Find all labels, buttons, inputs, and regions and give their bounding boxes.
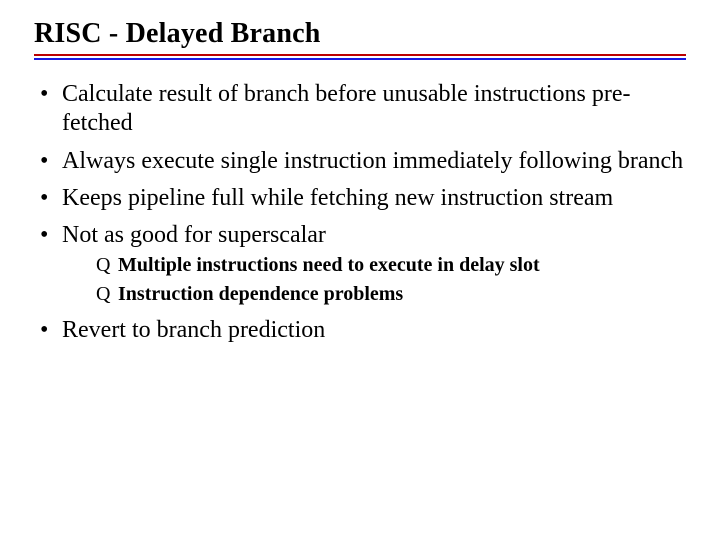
rule-blue	[34, 58, 686, 60]
slide: RISC - Delayed Branch Calculate result o…	[0, 0, 720, 540]
slide-title: RISC - Delayed Branch	[34, 18, 686, 50]
bullet-text: Always execute single instruction immedi…	[62, 148, 683, 174]
bullet-text: Revert to branch prediction	[62, 317, 325, 343]
bullet-text: Keeps pipeline full while fetching new i…	[62, 185, 613, 211]
list-item: Calculate result of branch before unusab…	[34, 80, 686, 139]
sub-item: Instruction dependence problems	[62, 281, 686, 308]
sub-item: Multiple instructions need to execute in…	[62, 252, 686, 279]
list-item: Not as good for superscalar Multiple ins…	[34, 221, 686, 308]
content-area: Calculate result of branch before unusab…	[34, 80, 686, 346]
bullet-text: Not as good for superscalar	[62, 222, 326, 248]
list-item: Always execute single instruction immedi…	[34, 147, 686, 176]
title-underline	[34, 54, 686, 60]
bullet-list: Calculate result of branch before unusab…	[34, 80, 686, 346]
bullet-text: Calculate result of branch before unusab…	[62, 81, 630, 136]
sub-list: Multiple instructions need to execute in…	[62, 252, 686, 308]
sub-text: Multiple instructions need to execute in…	[118, 254, 540, 276]
list-item: Keeps pipeline full while fetching new i…	[34, 184, 686, 213]
rule-red	[34, 54, 686, 56]
list-item: Revert to branch prediction	[34, 316, 686, 345]
sub-text: Instruction dependence problems	[118, 283, 403, 305]
